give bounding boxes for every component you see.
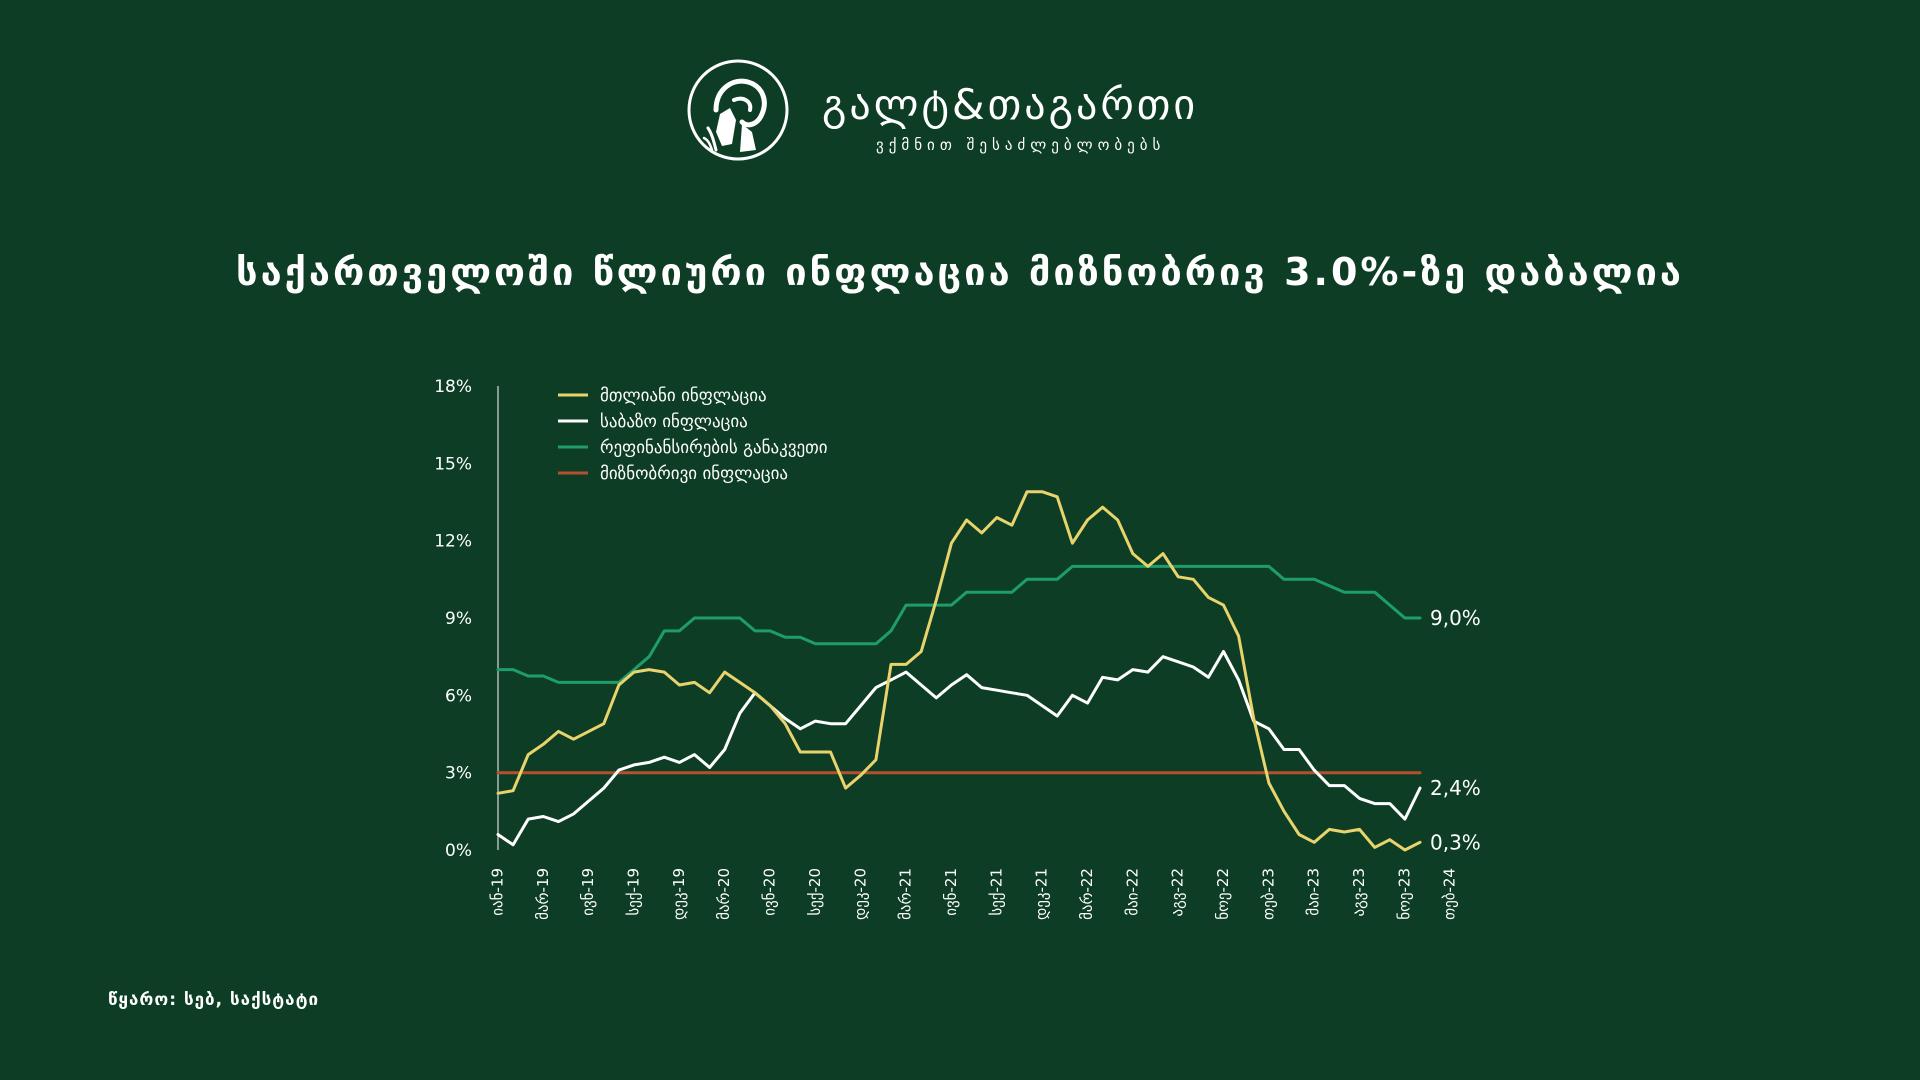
- series-line-1: [496, 650, 1422, 847]
- x-tick-label: სექ-19: [625, 868, 643, 916]
- end-value-label: 2,4%: [1430, 776, 1481, 800]
- x-tick-label: ნოე-22: [1214, 868, 1232, 920]
- y-tick-label: 15%: [434, 454, 472, 474]
- brand-name: გალტ&თაგართი: [822, 80, 1199, 129]
- x-tick-label: მარ-20: [715, 868, 733, 920]
- legend-label: მიზნობრივი ინფლაცია: [600, 464, 788, 484]
- x-tick-label: აგვ-22: [1169, 868, 1187, 917]
- page-title: საქართველოში წლიური ინფლაცია მიზნობრივ 3…: [236, 250, 1684, 294]
- x-tick-label: დეკ-20: [851, 868, 869, 920]
- y-tick-label: 6%: [445, 686, 472, 706]
- legend-label: მთლიანი ინფლაცია: [600, 386, 767, 406]
- x-tick-label: თებ-23: [1259, 868, 1277, 920]
- x-tick-label: დეკ-19: [670, 868, 688, 920]
- x-tick-label: სექ-21: [987, 868, 1005, 916]
- ram-head-emblem-icon: [687, 59, 789, 161]
- x-tick-label: დეკ-21: [1033, 868, 1051, 920]
- x-tick-label: აგვ-23: [1350, 868, 1368, 917]
- x-tick-label: მარ-22: [1078, 868, 1096, 920]
- x-tick-label: მაი-22: [1123, 868, 1141, 916]
- legend-label: რეფინანსირების განაკვეთი: [600, 438, 828, 458]
- end-value-label: 0,3%: [1430, 830, 1481, 854]
- x-tick-label: თებ-24: [1441, 868, 1459, 920]
- brand-tagline: ვქმნით შესაძლებლობებს: [876, 136, 1166, 154]
- x-tick-label: იან-19: [489, 868, 507, 916]
- series-line-2: [496, 564, 1422, 684]
- source-note: წყარო: სებ, საქსტატი: [108, 990, 320, 1010]
- y-tick-label: 12%: [434, 532, 472, 552]
- x-tick-label: სექ-20: [806, 868, 824, 916]
- end-value-label: 9,0%: [1430, 606, 1481, 630]
- x-tick-label: ივნ-19: [579, 868, 597, 916]
- x-tick-label: ნოე-23: [1395, 868, 1413, 920]
- x-tick-label: მარ-19: [534, 868, 552, 920]
- y-tick-label: 9%: [445, 609, 472, 629]
- x-tick-label: მარ-21: [897, 868, 915, 920]
- x-tick-label: მაი-23: [1305, 868, 1323, 916]
- legend-label: საბაზო ინფლაცია: [600, 412, 748, 432]
- series-line-0: [496, 490, 1422, 852]
- y-tick-label: 3%: [445, 764, 472, 784]
- y-tick-label: 18%: [434, 377, 472, 397]
- x-tick-label: ივნ-20: [761, 868, 779, 916]
- brand-logo: გალტ&თაგართი ვქმნით შესაძლებლობებს: [686, 58, 1246, 168]
- y-tick-label: 0%: [445, 841, 472, 861]
- x-tick-label: ივნ-21: [942, 868, 960, 916]
